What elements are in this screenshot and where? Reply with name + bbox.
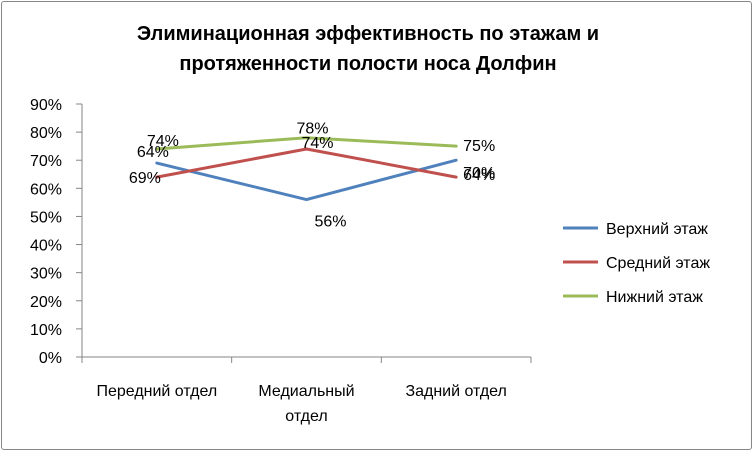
data-label: 74% [302,135,334,152]
y-tick-label: 0% [39,350,62,367]
y-tick-label: 50% [30,209,62,226]
data-label: 78% [297,121,329,138]
x-category-label: Задний отдел [405,383,506,400]
data-label: 74% [147,133,179,150]
y-tick-label: 10% [30,322,62,339]
chart-title-line: Элиминационная эффективность по этажам и [137,23,599,45]
chart-title-line: протяженности полости носа Долфин [179,53,556,75]
x-category-label: Передний отдел [96,383,217,400]
y-tick-label: 90% [30,97,62,114]
y-tick-label: 40% [30,238,62,255]
legend-label: Средний этаж [606,255,710,272]
data-label: 70% [463,165,495,182]
y-tick-label: 70% [30,153,62,170]
legend-label: Нижний этаж [606,289,703,306]
data-label: 64% [463,167,495,184]
series-line-1 [155,158,458,202]
series-line-2 [155,147,458,179]
series-line-3 [155,136,458,151]
y-tick-label: 60% [30,181,62,198]
x-category-label: Медиальный [258,383,354,400]
y-tick-label: 20% [30,294,62,311]
y-tick-label: 30% [30,266,62,283]
data-label: 56% [315,214,347,231]
data-label: 69% [129,170,161,187]
y-tick-label: 80% [30,125,62,142]
data-label: 64% [137,144,169,161]
x-category-label: отдел [285,408,327,425]
data-label: 75% [463,138,495,155]
legend-label: Верхний этаж [606,221,708,238]
